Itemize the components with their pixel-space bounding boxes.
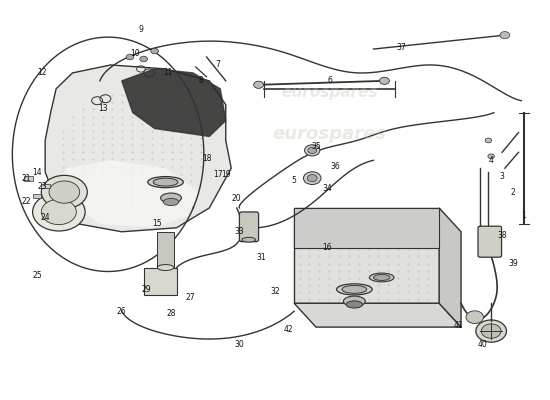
Text: 38: 38 — [497, 231, 507, 240]
Ellipse shape — [157, 264, 174, 270]
Text: 10: 10 — [131, 48, 140, 58]
Circle shape — [307, 174, 317, 182]
Text: 1: 1 — [521, 211, 526, 220]
Polygon shape — [122, 69, 226, 136]
Circle shape — [41, 199, 76, 225]
Text: 11: 11 — [163, 68, 173, 77]
Circle shape — [49, 181, 80, 203]
Text: 20: 20 — [232, 194, 241, 202]
Ellipse shape — [346, 301, 362, 308]
Text: 32: 32 — [270, 287, 280, 296]
Text: 39: 39 — [508, 259, 518, 268]
Text: 2: 2 — [510, 188, 515, 196]
Text: 16: 16 — [322, 243, 332, 252]
Circle shape — [304, 172, 321, 184]
Text: 22: 22 — [21, 198, 31, 206]
Ellipse shape — [148, 176, 183, 188]
Text: 42: 42 — [284, 324, 294, 334]
Text: 26: 26 — [117, 307, 126, 316]
Bar — [144, 268, 177, 295]
Bar — [41, 184, 50, 188]
Text: 30: 30 — [234, 340, 244, 350]
Circle shape — [254, 81, 263, 88]
Bar — [32, 194, 41, 198]
Text: 29: 29 — [141, 285, 151, 294]
Circle shape — [481, 324, 501, 338]
Circle shape — [151, 48, 158, 54]
Ellipse shape — [337, 284, 372, 295]
Text: 6: 6 — [327, 76, 332, 85]
Text: eurospares: eurospares — [282, 85, 378, 100]
Text: 35: 35 — [311, 142, 321, 151]
Polygon shape — [157, 232, 174, 268]
Text: 3: 3 — [499, 172, 504, 181]
Text: eurospares: eurospares — [273, 126, 387, 144]
Text: 13: 13 — [98, 104, 107, 113]
Text: 33: 33 — [234, 227, 244, 236]
Circle shape — [488, 154, 494, 159]
Text: 25: 25 — [32, 271, 42, 280]
Text: 5: 5 — [292, 176, 296, 185]
Text: 4: 4 — [489, 156, 493, 165]
Text: 24: 24 — [40, 213, 50, 222]
Text: 14: 14 — [32, 168, 42, 177]
Text: 12: 12 — [38, 68, 47, 77]
Ellipse shape — [370, 273, 394, 282]
FancyBboxPatch shape — [478, 226, 502, 257]
Ellipse shape — [161, 193, 182, 203]
Text: 34: 34 — [322, 184, 332, 192]
Polygon shape — [439, 208, 461, 327]
FancyBboxPatch shape — [239, 212, 258, 242]
Text: 15: 15 — [152, 219, 162, 228]
Ellipse shape — [342, 286, 367, 293]
Bar — [24, 176, 33, 180]
Ellipse shape — [373, 274, 390, 280]
Ellipse shape — [163, 198, 179, 206]
Text: 8: 8 — [199, 76, 204, 85]
Circle shape — [500, 32, 510, 39]
Circle shape — [379, 77, 389, 84]
Circle shape — [126, 54, 134, 60]
Circle shape — [476, 320, 507, 342]
Circle shape — [32, 193, 85, 231]
Text: 21: 21 — [21, 174, 31, 183]
Text: 23: 23 — [37, 182, 47, 190]
Polygon shape — [45, 65, 231, 232]
Text: 28: 28 — [166, 309, 176, 318]
Circle shape — [466, 311, 483, 324]
Text: 17: 17 — [213, 170, 222, 179]
Text: 36: 36 — [331, 162, 340, 171]
Text: 40: 40 — [478, 340, 488, 350]
Text: 41: 41 — [454, 321, 463, 330]
Text: 31: 31 — [256, 253, 266, 262]
Circle shape — [140, 56, 147, 62]
Text: 37: 37 — [396, 42, 406, 52]
Text: 18: 18 — [202, 154, 211, 163]
Ellipse shape — [153, 178, 178, 186]
Circle shape — [41, 175, 87, 209]
Polygon shape — [56, 160, 199, 228]
Circle shape — [308, 147, 317, 154]
Text: 27: 27 — [185, 293, 195, 302]
Polygon shape — [294, 208, 439, 248]
Circle shape — [485, 138, 492, 143]
Text: 9: 9 — [139, 25, 144, 34]
Circle shape — [305, 145, 320, 156]
Ellipse shape — [242, 237, 256, 242]
Text: 19: 19 — [221, 170, 230, 179]
Ellipse shape — [343, 296, 365, 306]
Text: 7: 7 — [215, 60, 220, 70]
Bar — [294, 208, 439, 303]
Polygon shape — [294, 303, 461, 327]
